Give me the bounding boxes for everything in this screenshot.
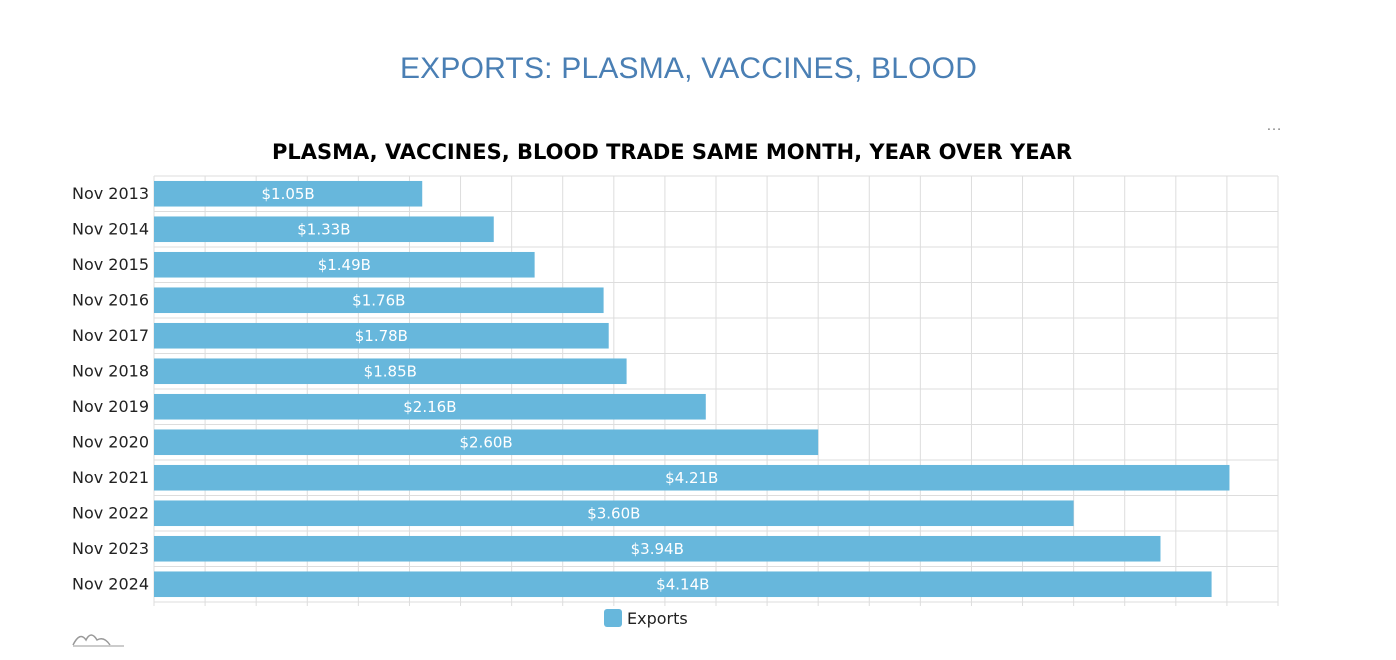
more-options-icon[interactable]: … bbox=[1266, 117, 1282, 134]
bar bbox=[154, 500, 1074, 527]
bar-value-label: $2.60B bbox=[459, 433, 512, 451]
y-axis-ticks: Nov 2013 Nov 2014 Nov 2015 Nov 2016 Nov 2017… bbox=[72, 184, 149, 594]
bar-value-label: $4.14B bbox=[656, 575, 709, 593]
bar bbox=[154, 393, 706, 420]
legend[interactable]: Exports bbox=[604, 609, 688, 628]
bar bbox=[154, 571, 1212, 598]
bar-value-label: $4.21B bbox=[665, 469, 718, 487]
chart-title: PLASMA, VACCINES, BLOOD TRADE SAME MONTH… bbox=[272, 140, 1072, 164]
bar-value-label: $3.60B bbox=[587, 504, 640, 522]
y-tick-label: Nov 2023 bbox=[72, 539, 149, 558]
bar bbox=[154, 358, 627, 385]
bar bbox=[154, 322, 609, 349]
grid-lines bbox=[153, 175, 1279, 606]
legend-label: Exports bbox=[627, 609, 688, 628]
bar bbox=[154, 216, 494, 243]
bar-value-label: $1.85B bbox=[364, 362, 417, 380]
bar-value-label: $1.76B bbox=[352, 291, 405, 309]
chart-logo-icon bbox=[72, 634, 124, 647]
page-title: EXPORTS: PLASMA, VACCINES, BLOOD bbox=[399, 52, 978, 85]
y-tick-label: Nov 2019 bbox=[72, 397, 149, 416]
y-tick-label: Nov 2021 bbox=[72, 468, 149, 487]
bar-value-label: $1.05B bbox=[261, 185, 314, 203]
bar-value-label: $2.16B bbox=[403, 398, 456, 416]
y-tick-label: Nov 2022 bbox=[72, 503, 149, 522]
y-tick-label: Nov 2014 bbox=[72, 219, 149, 238]
bar bbox=[154, 251, 535, 278]
bar-value-label: $1.33B bbox=[297, 220, 350, 238]
bar bbox=[154, 429, 819, 456]
legend-swatch bbox=[604, 609, 622, 627]
y-tick-label: Nov 2016 bbox=[72, 290, 149, 309]
bar-value-label: $1.49B bbox=[318, 256, 371, 274]
bar bbox=[154, 535, 1161, 562]
bar-series: $1.05B $1.33B $1.49B $1.76B $1.78B $1.85B $2.1… bbox=[154, 180, 1230, 598]
y-tick-label: Nov 2024 bbox=[72, 574, 149, 593]
y-tick-label: Nov 2020 bbox=[72, 432, 149, 451]
bar bbox=[154, 464, 1230, 491]
bar-value-label: $3.94B bbox=[631, 540, 684, 558]
y-tick-label: Nov 2017 bbox=[72, 326, 149, 345]
bar bbox=[154, 180, 423, 207]
bar-value-label: $1.78B bbox=[355, 327, 408, 345]
bar bbox=[154, 287, 604, 314]
y-tick-label: Nov 2018 bbox=[72, 361, 149, 380]
y-tick-label: Nov 2015 bbox=[72, 255, 149, 274]
y-tick-label: Nov 2013 bbox=[72, 184, 149, 203]
